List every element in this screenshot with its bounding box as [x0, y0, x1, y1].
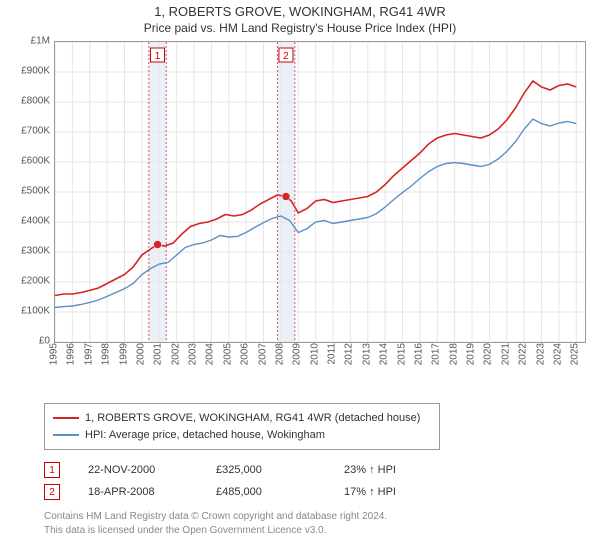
chart-container: 1, ROBERTS GROVE, WOKINGHAM, RG41 4WR Pr…: [0, 0, 600, 538]
legend-label: 1, ROBERTS GROVE, WOKINGHAM, RG41 4WR (d…: [85, 410, 420, 427]
below-chart: 1, ROBERTS GROVE, WOKINGHAM, RG41 4WR (d…: [44, 403, 590, 538]
sale-delta: 17% ↑ HPI: [344, 486, 444, 498]
footer-attribution: Contains HM Land Registry data © Crown c…: [44, 510, 590, 538]
x-axis-labels: 1995199619971998199920002001200220032004…: [54, 343, 584, 401]
sale-date: 18-APR-2008: [88, 486, 188, 498]
svg-text:1: 1: [155, 51, 161, 62]
plot-svg: 12: [55, 42, 585, 342]
sale-marker-icon: 2: [44, 484, 60, 500]
sale-row: 1 22-NOV-2000 £325,000 23% ↑ HPI: [44, 462, 590, 478]
legend-swatch: [53, 417, 79, 419]
legend-label: HPI: Average price, detached house, Woki…: [85, 427, 325, 444]
sale-date: 22-NOV-2000: [88, 464, 188, 476]
title-subtitle: Price paid vs. HM Land Registry's House …: [0, 21, 600, 35]
sale-price: £325,000: [216, 464, 316, 476]
title-address: 1, ROBERTS GROVE, WOKINGHAM, RG41 4WR: [0, 4, 600, 19]
sale-marker-icon: 1: [44, 462, 60, 478]
sale-row: 2 18-APR-2008 £485,000 17% ↑ HPI: [44, 484, 590, 500]
sales-list: 1 22-NOV-2000 £325,000 23% ↑ HPI 2 18-AP…: [44, 462, 590, 500]
chart-area: £0£100K£200K£300K£400K£500K£600K£700K£80…: [10, 41, 590, 401]
legend-box: 1, ROBERTS GROVE, WOKINGHAM, RG41 4WR (d…: [44, 403, 440, 450]
plot-region: 12: [54, 41, 586, 343]
y-axis-labels: £0£100K£200K£300K£400K£500K£600K£700K£80…: [10, 41, 52, 341]
footer-line: This data is licensed under the Open Gov…: [44, 524, 590, 538]
sale-delta: 23% ↑ HPI: [344, 464, 444, 476]
legend-item: HPI: Average price, detached house, Woki…: [53, 427, 431, 444]
titles: 1, ROBERTS GROVE, WOKINGHAM, RG41 4WR Pr…: [0, 0, 600, 35]
svg-text:2: 2: [283, 51, 289, 62]
footer-line: Contains HM Land Registry data © Crown c…: [44, 510, 590, 524]
legend-swatch: [53, 434, 79, 436]
legend-item: 1, ROBERTS GROVE, WOKINGHAM, RG41 4WR (d…: [53, 410, 431, 427]
sale-price: £485,000: [216, 486, 316, 498]
